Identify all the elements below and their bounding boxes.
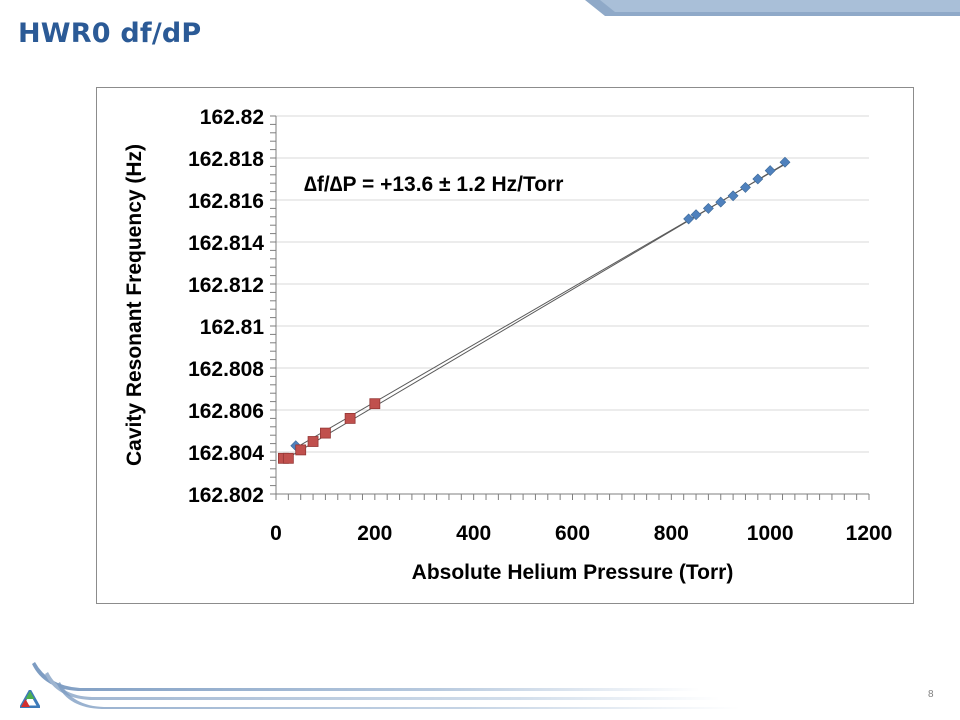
x-tick-label: 200 [357, 522, 392, 545]
x-tick-label: 600 [555, 522, 590, 545]
data-point-diamond [715, 196, 727, 208]
scatter-chart: 162.802 162.804 162.806 162.808 162.81 162.81… [123, 106, 893, 584]
data-point-square [320, 427, 331, 439]
chart-frame: 162.802 162.804 162.806 162.808 162.81 162.81… [96, 87, 914, 604]
y-tick-label: 162.804 [188, 442, 264, 465]
data-point-square [344, 412, 356, 424]
data-point-diamond [764, 165, 776, 177]
x-axis-title: Absolute Helium Pressure (Torr) [412, 561, 734, 584]
y-tick-label: 162.808 [188, 358, 264, 381]
data-point-square [307, 436, 319, 447]
y-tick-label: 162.802 [188, 484, 264, 507]
y-tick-label: 162.806 [188, 400, 264, 423]
slide-title: HWR0 df/dP [18, 18, 202, 49]
y-tick-label: 162.816 [188, 190, 264, 213]
y-tick-label: 162.81 [200, 316, 265, 339]
data-point-diamond [727, 190, 739, 202]
y-tick-label: 162.812 [188, 274, 264, 297]
data-point-diamond [752, 173, 764, 185]
x-tick-label: 800 [654, 522, 689, 545]
data-point-diamond [690, 209, 702, 221]
data-point-diamond [740, 181, 751, 193]
y-tick-label: 162.818 [188, 148, 264, 171]
data-point-square [282, 452, 294, 464]
x-tick-label: 1000 [747, 522, 794, 545]
data-point-diamond [779, 156, 791, 168]
data-point-diamond [683, 213, 695, 225]
x-tick-label: 400 [456, 522, 491, 545]
data-point-square [369, 398, 381, 410]
data-point-diamond [702, 202, 714, 214]
x-tick-label: 0 [270, 522, 282, 545]
top-decoration-bar [585, 0, 960, 16]
y-tick-label: 162.82 [200, 106, 264, 129]
page-number: 8 [928, 689, 934, 700]
data-point-square [295, 444, 307, 456]
slope-annotation: ∆f/∆P = +13.6 ± 1.2 Hz/Torr [304, 173, 563, 196]
argonne-logo-icon [20, 690, 40, 708]
y-axis-title: Cavity Resonant Frequency (Hz) [123, 144, 146, 466]
y-tick-label: 162.814 [188, 232, 264, 255]
x-tick-label: 1200 [846, 522, 893, 545]
bottom-decoration [32, 662, 740, 709]
